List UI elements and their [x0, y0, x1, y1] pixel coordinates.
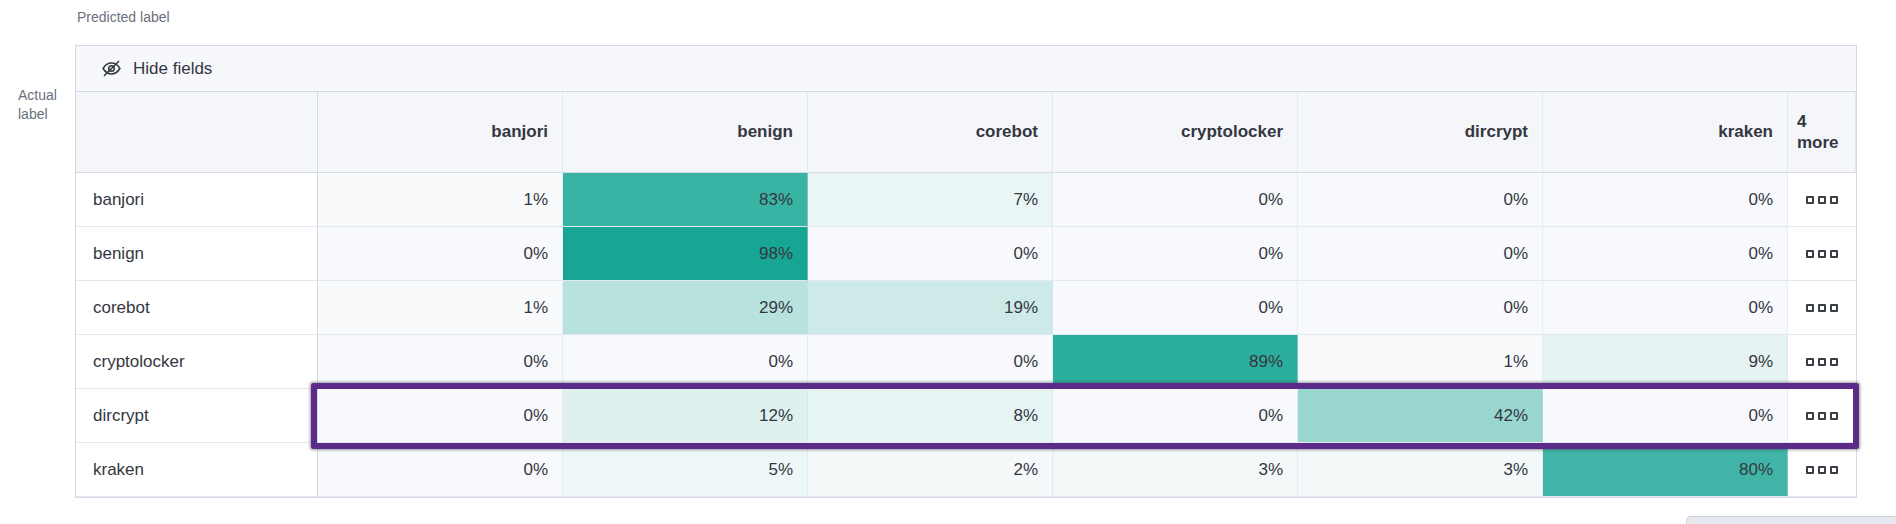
matrix-cell-cryptolocker-benign[interactable]: 0%	[563, 335, 808, 389]
confusion-matrix-grid: banjoribenigncorebotcryptolockerdircrypt…	[76, 92, 1856, 497]
matrix-cell-corebot-corebot[interactable]: 19%	[808, 281, 1053, 335]
confusion-matrix-page: Predicted label Actual label Hide fields…	[0, 0, 1896, 524]
matrix-cell-benign-corebot[interactable]: 0%	[808, 227, 1053, 281]
matrix-cell-corebot-kraken[interactable]: 0%	[1543, 281, 1788, 335]
column-header-benign[interactable]: benign	[563, 92, 808, 173]
hidden-columns-cell-corebot[interactable]	[1788, 281, 1856, 335]
hidden-columns-dots-icon	[1806, 250, 1838, 258]
matrix-cell-kraken-banjori[interactable]: 0%	[318, 443, 563, 497]
matrix-cell-banjori-benign[interactable]: 83%	[563, 173, 808, 227]
column-header-kraken[interactable]: kraken	[1543, 92, 1788, 173]
predicted-axis-label: Predicted label	[77, 8, 170, 27]
header-corner-cell	[76, 92, 318, 173]
matrix-cell-cryptolocker-cryptolocker[interactable]: 89%	[1053, 335, 1298, 389]
row-label-cryptolocker[interactable]: cryptolocker	[76, 335, 318, 389]
column-header-dircrypt[interactable]: dircrypt	[1298, 92, 1543, 173]
matrix-cell-kraken-corebot[interactable]: 2%	[808, 443, 1053, 497]
matrix-cell-cryptolocker-banjori[interactable]: 0%	[318, 335, 563, 389]
matrix-cell-kraken-kraken[interactable]: 80%	[1543, 443, 1788, 497]
matrix-cell-banjori-dircrypt[interactable]: 0%	[1298, 173, 1543, 227]
row-label-banjori[interactable]: banjori	[76, 173, 318, 227]
matrix-cell-cryptolocker-kraken[interactable]: 9%	[1543, 335, 1788, 389]
matrix-cell-banjori-banjori[interactable]: 1%	[318, 173, 563, 227]
matrix-cell-corebot-dircrypt[interactable]: 0%	[1298, 281, 1543, 335]
hidden-columns-dots-icon	[1806, 196, 1838, 204]
hidden-columns-cell-dircrypt[interactable]	[1788, 389, 1856, 443]
matrix-cell-dircrypt-kraken[interactable]: 0%	[1543, 389, 1788, 443]
matrix-cell-dircrypt-corebot[interactable]: 8%	[808, 389, 1053, 443]
matrix-cell-benign-benign[interactable]: 98%	[563, 227, 808, 281]
matrix-cell-kraken-benign[interactable]: 5%	[563, 443, 808, 497]
matrix-cell-corebot-benign[interactable]: 29%	[563, 281, 808, 335]
hide-fields-label: Hide fields	[133, 59, 212, 79]
column-header-banjori[interactable]: banjori	[318, 92, 563, 173]
row-label-corebot[interactable]: corebot	[76, 281, 318, 335]
matrix-cell-cryptolocker-corebot[interactable]: 0%	[808, 335, 1053, 389]
matrix-cell-dircrypt-banjori[interactable]: 0%	[318, 389, 563, 443]
row-label-kraken[interactable]: kraken	[76, 443, 318, 497]
matrix-cell-benign-cryptolocker[interactable]: 0%	[1053, 227, 1298, 281]
row-label-benign[interactable]: benign	[76, 227, 318, 281]
matrix-cell-dircrypt-benign[interactable]: 12%	[563, 389, 808, 443]
matrix-cell-banjori-kraken[interactable]: 0%	[1543, 173, 1788, 227]
hidden-columns-cell-cryptolocker[interactable]	[1788, 335, 1856, 389]
matrix-cell-kraken-cryptolocker[interactable]: 3%	[1053, 443, 1298, 497]
matrix-cell-corebot-banjori[interactable]: 1%	[318, 281, 563, 335]
matrix-cell-banjori-cryptolocker[interactable]: 0%	[1053, 173, 1298, 227]
matrix-cell-corebot-cryptolocker[interactable]: 0%	[1053, 281, 1298, 335]
matrix-cell-banjori-corebot[interactable]: 7%	[808, 173, 1053, 227]
actual-axis-label: Actual label	[18, 86, 70, 124]
matrix-cell-cryptolocker-dircrypt[interactable]: 1%	[1298, 335, 1543, 389]
matrix-cell-benign-banjori[interactable]: 0%	[318, 227, 563, 281]
matrix-cell-benign-dircrypt[interactable]: 0%	[1298, 227, 1543, 281]
hidden-columns-dots-icon	[1806, 304, 1838, 312]
matrix-cell-dircrypt-cryptolocker[interactable]: 0%	[1053, 389, 1298, 443]
horizontal-scrollbar-fragment[interactable]	[1686, 516, 1896, 524]
hidden-columns-dots-icon	[1806, 412, 1838, 420]
hidden-columns-cell-banjori[interactable]	[1788, 173, 1856, 227]
hidden-columns-dots-icon	[1806, 358, 1838, 366]
eye-closed-icon	[101, 58, 122, 79]
confusion-matrix-panel: Hide fields banjoribenigncorebotcryptolo…	[75, 45, 1857, 498]
column-header-corebot[interactable]: corebot	[808, 92, 1053, 173]
matrix-cell-kraken-dircrypt[interactable]: 3%	[1298, 443, 1543, 497]
hidden-columns-dots-icon	[1806, 466, 1838, 474]
row-label-dircrypt[interactable]: dircrypt	[76, 389, 318, 443]
hide-fields-button[interactable]: Hide fields	[76, 46, 1856, 92]
hidden-columns-cell-kraken[interactable]	[1788, 443, 1856, 497]
matrix-cell-benign-kraken[interactable]: 0%	[1543, 227, 1788, 281]
column-header-cryptolocker[interactable]: cryptolocker	[1053, 92, 1298, 173]
matrix-cell-dircrypt-dircrypt[interactable]: 42%	[1298, 389, 1543, 443]
column-header-more[interactable]: 4 more	[1788, 92, 1856, 173]
hidden-columns-cell-benign[interactable]	[1788, 227, 1856, 281]
